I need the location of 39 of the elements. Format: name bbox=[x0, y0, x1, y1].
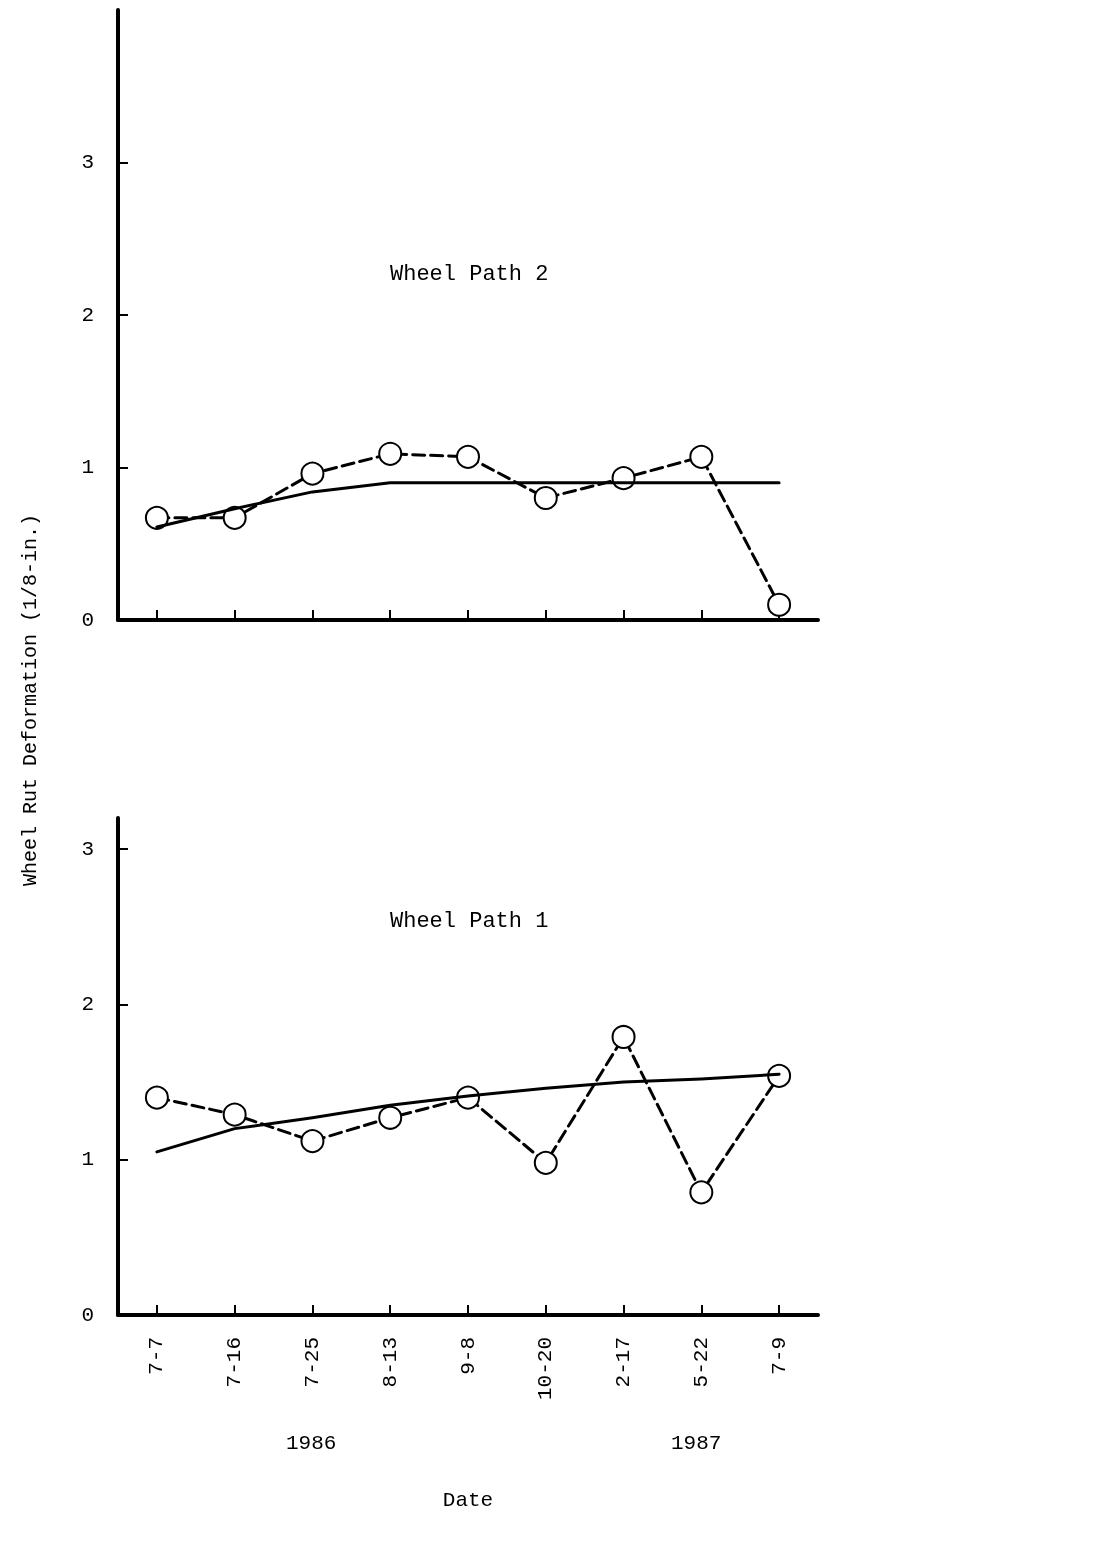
text: 1987 bbox=[671, 1432, 722, 1455]
point bbox=[144, 1085, 169, 1110]
x-tick-label: 7-9 bbox=[767, 1337, 791, 1375]
text: 1986 bbox=[286, 1432, 337, 1455]
point bbox=[222, 505, 247, 530]
point bbox=[533, 486, 558, 510]
x-tick-label: 7-25 bbox=[300, 1337, 324, 1388]
y-tick-label: 1 bbox=[81, 1148, 94, 1172]
x-tick-label: 2-17 bbox=[612, 1337, 636, 1388]
y-axis-title: Wheel Rut Deformation (1/8-in.) bbox=[18, 513, 42, 887]
point bbox=[378, 441, 403, 466]
x-tick-label: 7-7 bbox=[145, 1337, 169, 1375]
point bbox=[767, 592, 792, 617]
point bbox=[300, 461, 325, 486]
x-axis-title: Date bbox=[442, 1489, 494, 1512]
x-tick-label: 10-20 bbox=[534, 1337, 558, 1401]
point bbox=[689, 444, 714, 469]
point bbox=[378, 1105, 403, 1130]
x-tick-label: 7-16 bbox=[223, 1337, 247, 1388]
x-tick-label: 5-22 bbox=[689, 1337, 713, 1388]
text: Wheel Path 1 bbox=[390, 908, 549, 934]
y-tick-label: 2 bbox=[81, 992, 94, 1016]
y-tick-label: 1 bbox=[81, 456, 94, 479]
text: Wheel Path 2 bbox=[390, 261, 549, 287]
y-tick-label: 3 bbox=[81, 151, 94, 174]
point bbox=[300, 1129, 325, 1154]
y-tick-label: 3 bbox=[81, 837, 94, 861]
y-tick-label: 2 bbox=[81, 303, 94, 327]
x-tick-label: 9-8 bbox=[456, 1337, 480, 1375]
point bbox=[611, 1025, 636, 1049]
y-tick-label: 0 bbox=[81, 608, 94, 632]
point bbox=[222, 1102, 247, 1127]
point bbox=[533, 1150, 558, 1175]
y-tick-label: 0 bbox=[81, 1303, 94, 1327]
point bbox=[767, 1063, 792, 1088]
point bbox=[689, 1180, 714, 1205]
point bbox=[144, 505, 169, 530]
point bbox=[456, 444, 480, 469]
x-tick-label: 8-13 bbox=[378, 1337, 402, 1388]
